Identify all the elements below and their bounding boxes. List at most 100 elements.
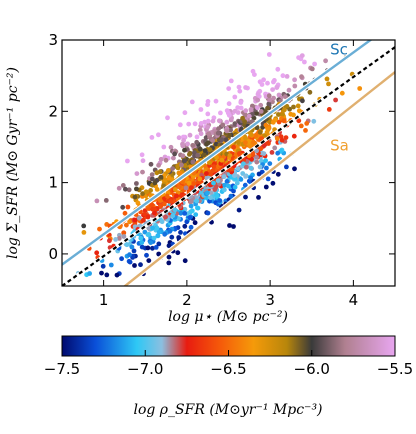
data-point	[302, 59, 307, 65]
data-point	[270, 180, 276, 186]
y-tick-label: 1	[48, 174, 58, 192]
data-point	[258, 146, 264, 152]
data-point	[123, 186, 128, 192]
plot-frame	[61, 39, 396, 287]
data-point	[264, 129, 270, 135]
data-point	[124, 222, 129, 228]
data-point	[206, 131, 212, 137]
data-point	[172, 187, 178, 192]
data-point	[248, 107, 254, 112]
data-point	[248, 175, 254, 181]
data-point	[213, 141, 219, 147]
data-point	[182, 163, 188, 169]
data-point	[181, 138, 187, 143]
data-point	[291, 112, 296, 118]
data-point	[190, 159, 196, 165]
data-point	[146, 258, 152, 263]
data-point	[254, 111, 259, 116]
data-point	[121, 234, 127, 239]
relation-label-sa: Sa	[330, 137, 349, 155]
data-point	[87, 271, 92, 276]
data-point	[187, 132, 193, 138]
data-point	[232, 94, 238, 100]
data-point	[81, 230, 87, 235]
data-point	[108, 262, 114, 268]
data-point	[231, 224, 236, 229]
y-axis-label: log Σ_SFR (M⊙ Gyr⁻¹ pc⁻²)	[5, 67, 21, 259]
data-point	[255, 97, 261, 103]
data-point	[132, 263, 137, 268]
data-point	[155, 233, 161, 239]
data-point	[120, 204, 126, 210]
data-point	[191, 181, 197, 187]
data-point	[265, 80, 270, 86]
data-point	[267, 97, 273, 103]
data-point	[265, 176, 271, 182]
data-point	[208, 195, 213, 201]
data-point	[165, 115, 170, 121]
colorbar-tick-label: −7.0	[127, 360, 163, 378]
data-point	[270, 87, 275, 92]
data-point	[182, 258, 188, 264]
data-point	[257, 129, 263, 135]
data-point	[300, 98, 305, 104]
data-point	[295, 103, 301, 109]
data-point	[202, 148, 208, 154]
data-point	[284, 164, 289, 170]
data-point	[223, 137, 229, 143]
data-point	[180, 153, 186, 159]
data-point	[283, 94, 288, 100]
data-point	[227, 153, 233, 159]
data-point	[307, 89, 313, 95]
data-point	[150, 206, 156, 212]
data-point	[158, 156, 164, 162]
data-point	[280, 73, 286, 79]
data-point	[241, 161, 246, 167]
data-point	[139, 152, 145, 158]
data-point	[140, 169, 145, 175]
data-point	[207, 160, 212, 166]
plot-area: 1 2 3 4 0 1 2 3 Sc Sa	[48, 31, 396, 309]
data-point	[205, 210, 211, 216]
data-point	[198, 121, 204, 126]
data-point	[205, 111, 211, 117]
colorbar-tick-label: −6.0	[294, 360, 330, 378]
data-point	[292, 166, 297, 172]
data-point	[139, 240, 145, 245]
data-point	[241, 157, 247, 163]
data-point	[168, 144, 174, 150]
data-point	[169, 234, 175, 240]
data-point	[148, 188, 154, 193]
data-point	[197, 127, 203, 133]
data-point	[162, 177, 168, 183]
data-point	[274, 85, 280, 90]
data-point	[189, 185, 194, 191]
data-point	[156, 241, 162, 247]
data-point	[164, 193, 170, 199]
data-point	[194, 198, 200, 204]
data-point	[224, 179, 230, 184]
data-point	[152, 180, 158, 186]
data-point	[149, 135, 155, 140]
data-point	[255, 91, 261, 97]
relation-line-sc	[62, 40, 373, 266]
data-point	[125, 158, 130, 164]
data-point	[204, 171, 209, 176]
data-point	[159, 219, 165, 225]
data-point	[176, 235, 182, 240]
data-point	[234, 180, 240, 186]
y-tick-label: 0	[48, 245, 58, 263]
data-point	[324, 76, 330, 82]
data-point	[197, 146, 203, 152]
data-point	[166, 260, 172, 266]
data-point	[281, 118, 287, 124]
data-point	[275, 171, 281, 177]
data-point	[228, 78, 234, 84]
data-point	[163, 214, 168, 220]
data-point	[81, 296, 86, 301]
data-point	[217, 198, 223, 203]
data-point	[243, 174, 249, 179]
data-point	[235, 105, 241, 110]
data-point	[284, 74, 290, 79]
data-point	[235, 166, 241, 172]
